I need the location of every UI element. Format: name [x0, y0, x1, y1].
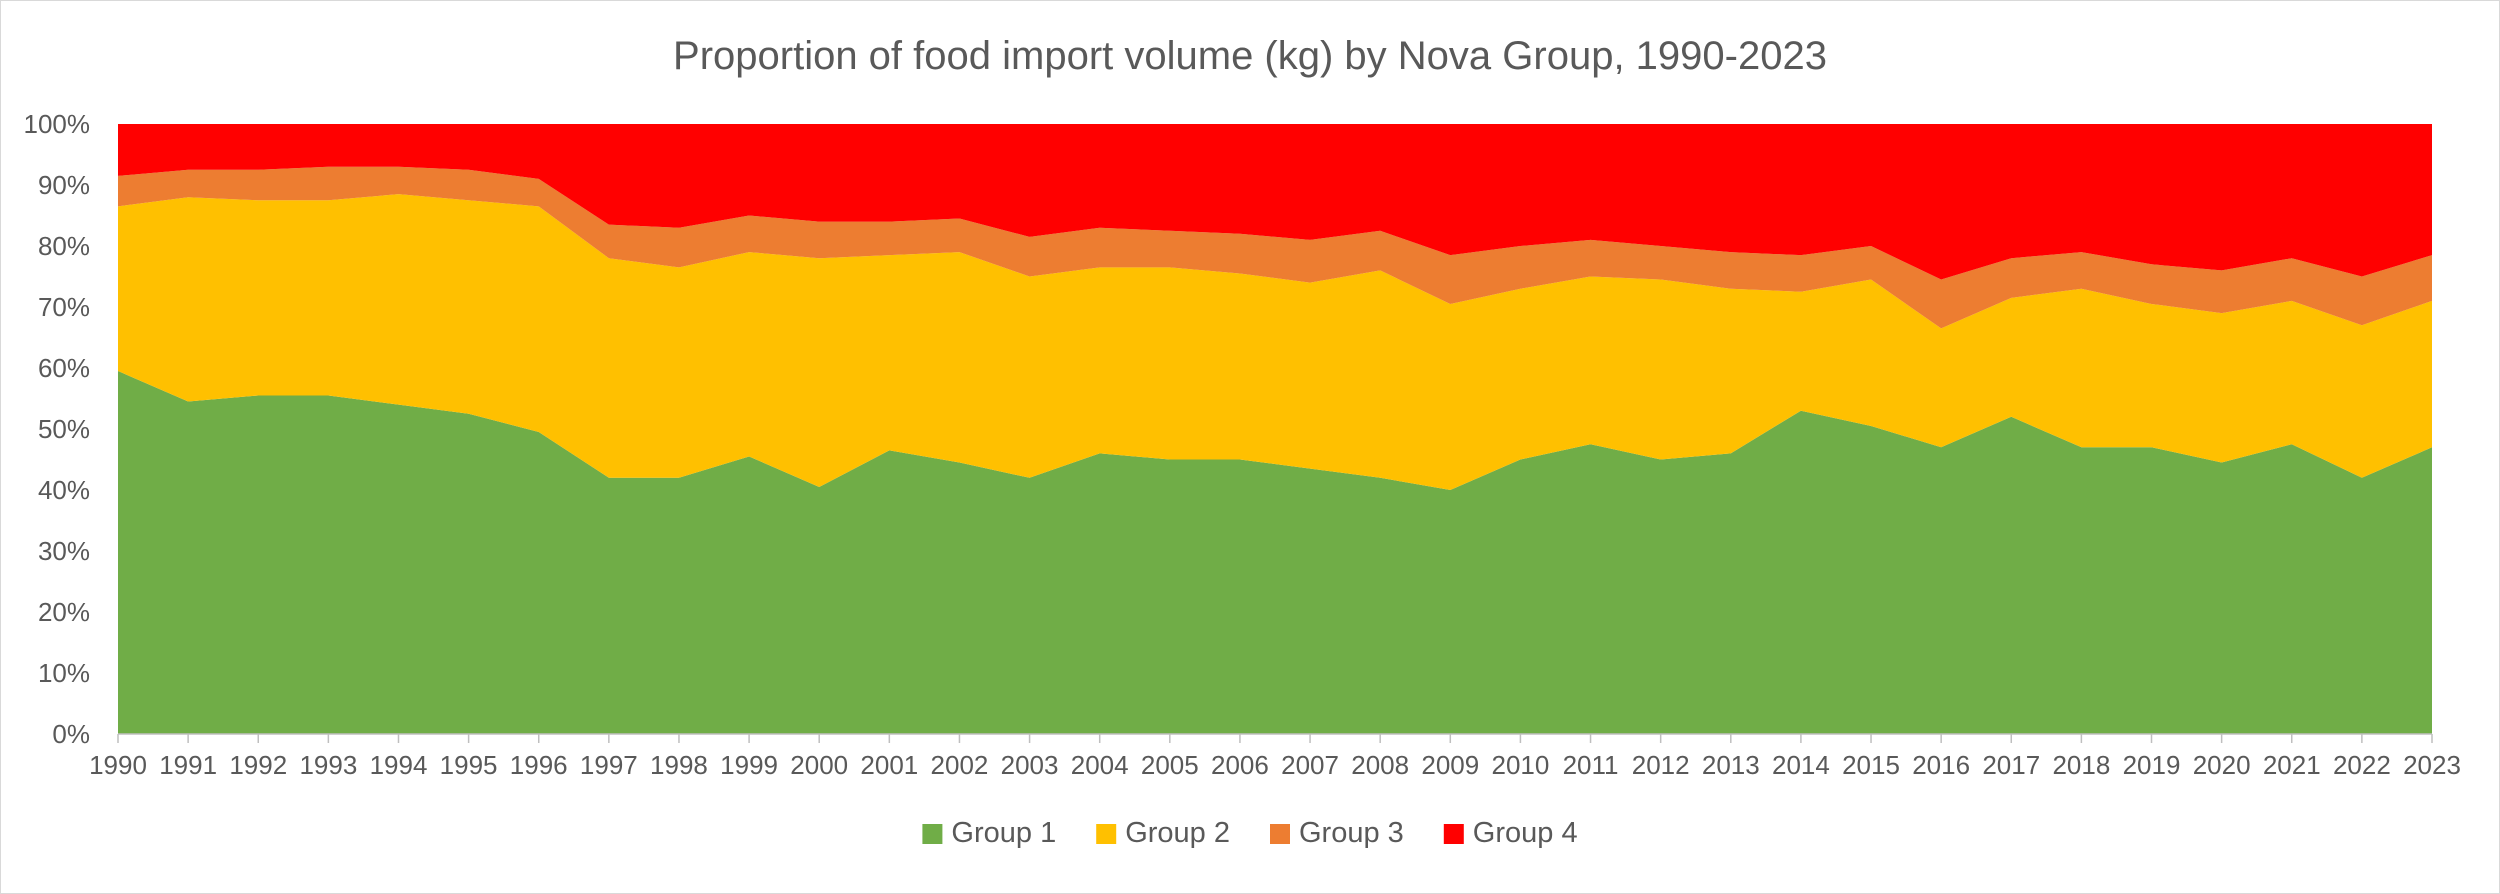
legend-item-group-1: Group 1	[922, 817, 1056, 849]
x-tick-label: 2020	[2193, 750, 2251, 780]
x-tick-label: 2011	[1563, 750, 1619, 780]
legend-label: Group 3	[1299, 817, 1404, 849]
legend-swatch	[922, 824, 943, 844]
legend-label: Group 1	[951, 817, 1056, 849]
y-tick-label: 0%	[52, 719, 90, 749]
x-tick-label: 1991	[159, 750, 217, 780]
x-tick-label: 2000	[790, 750, 848, 780]
x-tick-label: 2005	[1141, 750, 1199, 780]
x-tick-label: 2008	[1351, 750, 1409, 780]
y-tick-label: 10%	[38, 658, 90, 688]
x-tick-label: 1998	[650, 750, 708, 780]
x-tick-label: 2017	[1982, 750, 2040, 780]
legend-label: Group 2	[1125, 817, 1230, 849]
x-tick-label: 2002	[931, 750, 989, 780]
x-tick-label: 1990	[89, 750, 147, 780]
legend-item-group-2: Group 2	[1096, 817, 1230, 849]
y-tick-label: 90%	[38, 170, 90, 200]
x-tick-label: 2012	[1632, 750, 1690, 780]
x-tick-label: 1993	[299, 750, 357, 780]
x-tick-label: 2009	[1421, 750, 1479, 780]
y-tick-label: 40%	[38, 475, 90, 505]
x-tick-label: 2010	[1492, 750, 1550, 780]
x-tick-label: 2018	[2052, 750, 2110, 780]
legend-item-group-4: Group 4	[1443, 817, 1578, 849]
x-tick-label: 1999	[720, 750, 778, 780]
x-tick-label: 2001	[860, 750, 918, 780]
x-tick-label: 1995	[440, 750, 498, 780]
y-tick-label: 60%	[38, 353, 90, 383]
x-tick-label: 2013	[1702, 750, 1760, 780]
x-tick-label: 1997	[580, 750, 638, 780]
x-tick-label: 2019	[2123, 750, 2181, 780]
x-tick-label: 2016	[1912, 750, 1970, 780]
y-tick-label: 80%	[38, 231, 90, 261]
area-group-2	[118, 194, 2432, 490]
legend-swatch	[1443, 824, 1464, 844]
x-tick-label: 1992	[229, 750, 287, 780]
x-tick-label: 2007	[1281, 750, 1339, 780]
y-tick-label: 100%	[24, 109, 91, 139]
x-tick-label: 2021	[2263, 750, 2321, 780]
area-group-4	[118, 124, 2432, 280]
x-tick-label: 2022	[2333, 750, 2391, 780]
x-tick-label: 2023	[2403, 750, 2461, 780]
area-group-3	[118, 166, 2432, 329]
x-tick-label: 2015	[1842, 750, 1900, 780]
legend: Group 1 Group 2 Group 3 Group 4	[922, 817, 1578, 849]
x-tick-label: 2006	[1211, 750, 1269, 780]
legend-swatch	[1270, 824, 1290, 844]
chart-title: Proportion of food import volume (kg) by…	[673, 34, 1827, 78]
legend-swatch	[1096, 824, 1117, 844]
area-group-1	[118, 371, 2432, 734]
x-tick-label: 1994	[370, 750, 428, 780]
x-axis: 1990 1991 1992 1993 1994 1995 1996 1997 1998 1999…	[89, 733, 2461, 780]
y-tick-label: 70%	[38, 292, 90, 322]
x-tick-label: 2014	[1772, 750, 1830, 780]
y-axis: 0% 10% 20% 30% 40% 50% 60% 70% 80% 90% 100%	[24, 109, 91, 749]
x-tick-label: 1996	[510, 750, 568, 780]
legend-label: Group 4	[1473, 817, 1578, 849]
y-tick-label: 30%	[38, 536, 90, 566]
legend-item-group-3: Group 3	[1270, 817, 1404, 849]
area-series-group	[118, 124, 2432, 734]
x-tick-label: 2003	[1001, 750, 1059, 780]
x-tick-label: 2004	[1071, 750, 1129, 780]
y-tick-label: 50%	[38, 414, 90, 444]
y-tick-label: 20%	[38, 597, 90, 627]
